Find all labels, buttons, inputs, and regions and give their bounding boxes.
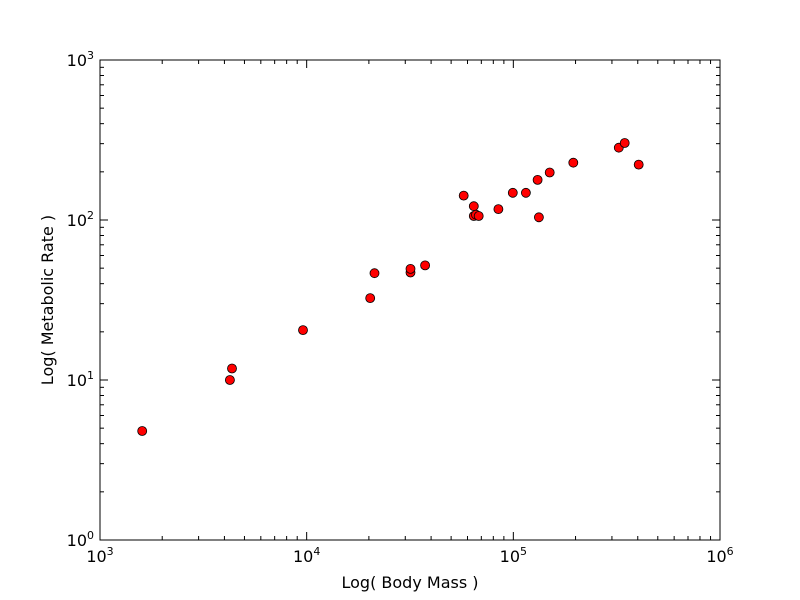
x-axis-ticks: 103 104 105 106 bbox=[86, 60, 734, 566]
data-points bbox=[137, 138, 644, 436]
data-point bbox=[473, 211, 484, 221]
data-point bbox=[369, 268, 380, 279]
x-tick-label: 104 bbox=[293, 545, 320, 566]
y-tick-label: 101 bbox=[67, 369, 94, 390]
data-point bbox=[544, 167, 555, 178]
data-point bbox=[534, 212, 544, 223]
plot-area bbox=[99, 59, 721, 541]
x-tick-label: 105 bbox=[500, 545, 527, 566]
data-point bbox=[420, 260, 431, 271]
y-tick-label: 103 bbox=[67, 49, 94, 70]
y-tick-label: 100 bbox=[67, 529, 94, 550]
data-point bbox=[493, 204, 504, 215]
y-axis-ticks: 100 101 102 103 bbox=[67, 49, 720, 550]
data-point bbox=[405, 263, 416, 274]
data-point bbox=[633, 159, 644, 170]
data-point bbox=[507, 187, 518, 198]
data-point bbox=[458, 190, 469, 201]
data-point bbox=[568, 157, 579, 168]
data-point bbox=[468, 201, 479, 212]
y-axis-label: Log( Metabolic Rate ) bbox=[38, 215, 57, 385]
data-point bbox=[521, 187, 531, 198]
data-point bbox=[227, 363, 237, 374]
data-point bbox=[365, 293, 376, 304]
y-tick-label: 102 bbox=[67, 209, 94, 230]
x-tick-label: 103 bbox=[86, 545, 113, 566]
x-tick-label: 106 bbox=[706, 545, 733, 566]
data-point bbox=[224, 375, 235, 385]
data-point bbox=[532, 174, 543, 185]
data-point bbox=[137, 426, 148, 436]
data-point bbox=[619, 138, 630, 148]
x-axis-label: Log( Body Mass ) bbox=[342, 573, 479, 592]
data-point bbox=[298, 325, 308, 336]
